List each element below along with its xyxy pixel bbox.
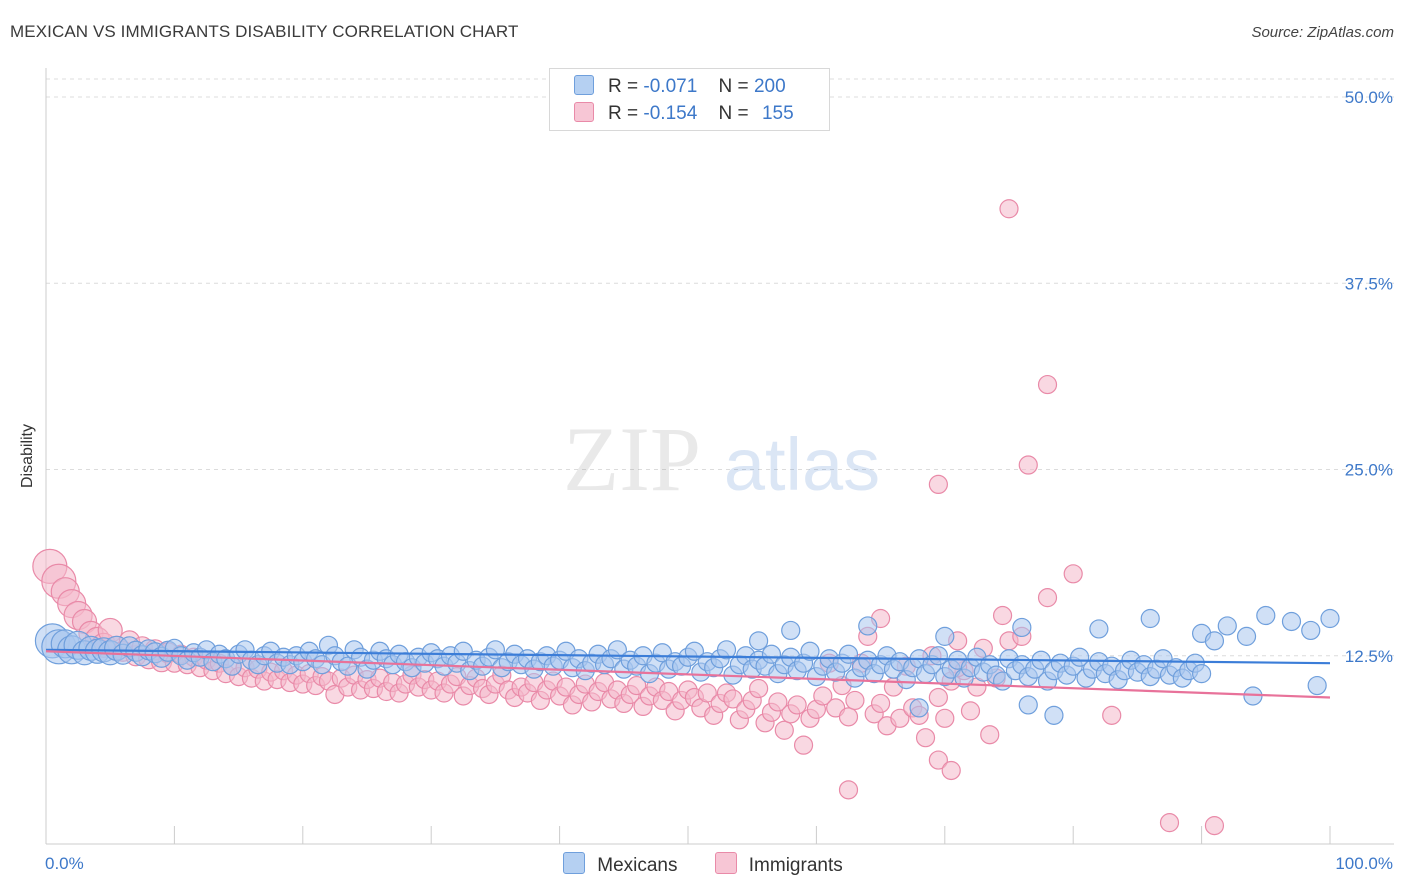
data-point [980,725,1000,745]
data-point [928,687,948,708]
data-point [697,683,717,703]
data-point [1256,605,1276,626]
data-point [716,640,737,660]
legend-row-immigrants: R = -0.154 N = 155 [574,102,794,126]
data-point [960,701,981,721]
legend-swatch-mexicans [574,75,594,95]
data-point [870,693,891,714]
data-point [1012,617,1032,638]
data-point [781,620,801,641]
correlation-legend: R = -0.071 N = 200 R = -0.154 N = 155 [549,68,830,131]
watermark: ZIP atlas [563,408,880,510]
data-point [838,780,859,800]
gridlines [46,78,1394,657]
data-point [1063,564,1083,584]
data-point [749,631,769,651]
data-point [800,641,820,661]
data-point [793,735,814,755]
data-point [1159,813,1180,833]
chart-title: MEXICAN VS IMMIGRANTS DISABILITY CORRELA… [10,22,519,41]
data-point [768,692,788,712]
legend-item-immigrants[interactable]: Immigrants [714,852,843,877]
trend-lines [45,648,1331,699]
source-label: Source: ZipAtlas.com [1251,24,1394,41]
legend-item-mexicans[interactable]: Mexicans [563,852,678,877]
data-point [1236,626,1257,646]
legend-label-mexicans: Mexicans [597,855,678,876]
data-point [941,760,961,781]
watermark-atlas: atlas [724,423,880,506]
data-point [1140,608,1160,629]
data-point [845,690,865,711]
data-point [1320,608,1340,629]
data-point [935,708,955,728]
data-point [909,698,929,718]
data-point [915,728,936,748]
trend-line-immigrants [45,650,1331,699]
data-point [1217,616,1237,636]
x-tick-label: 100.0% [1335,854,1393,873]
data-point [1037,588,1058,608]
data-point [627,675,647,696]
axes [45,68,1394,845]
data-point [607,640,627,660]
data-point [813,686,833,706]
data-point [749,678,769,699]
x-tick-label: 0.0% [45,854,84,873]
data-point [1102,705,1122,725]
legend-n-value-mexicans: 200 [753,76,786,97]
legend-label-immigrants: Immigrants [748,855,843,876]
legend-row-mexicans: R = -0.071 N = 200 [574,75,786,99]
data-point [928,474,948,494]
data-point [838,644,859,664]
data-point [1018,455,1038,475]
data-point [761,644,782,664]
series-legend: Mexicans Immigrants [0,852,1406,877]
data-point [928,646,948,666]
data-point [1307,675,1327,696]
data-point [1204,816,1225,836]
data-point [1070,647,1090,667]
legend-n-value-immigrants: 155 [761,103,794,124]
data-point [774,720,794,740]
data-point [723,689,743,709]
data-point [1281,611,1302,632]
data-point [1204,631,1225,651]
data-point [999,199,1019,219]
y-tick-label: 50.0% [1345,88,1393,107]
data-point [1044,705,1064,725]
legend-r-label: R = [608,103,639,124]
data-point [1191,664,1212,684]
legend-swatch-immigrants [714,852,737,874]
legend-swatch-immigrants [574,102,594,122]
legend-r-label: R = [608,76,639,97]
y-tick-label: 12.5% [1345,647,1393,666]
y-tick-label: 25.0% [1345,461,1393,480]
data-point [787,695,807,715]
data-point [1018,695,1038,715]
y-tick-label: 37.5% [1345,274,1393,293]
data-point [1089,619,1109,639]
tick-labels: 12.5% 25.0% 37.5% 50.0% 0.0% 100.0% [45,88,1393,873]
data-point [890,708,910,728]
data-point [858,616,878,636]
data-point [928,750,948,770]
data-point [838,707,859,727]
data-point [1301,620,1321,641]
series-immigrants-points [32,199,1225,836]
legend-r-value-immigrants: -0.154 [643,103,698,124]
watermark-zip: ZIP [563,408,701,510]
legend-r-value-mexicans: -0.071 [643,76,698,97]
data-point [1037,374,1058,395]
legend-n-label: N = [718,76,749,97]
legend-n-label: N = [718,103,749,124]
data-point [935,626,955,646]
legend-swatch-mexicans [563,852,586,874]
trend-line-mexicans [45,648,1331,665]
data-point [992,605,1013,626]
